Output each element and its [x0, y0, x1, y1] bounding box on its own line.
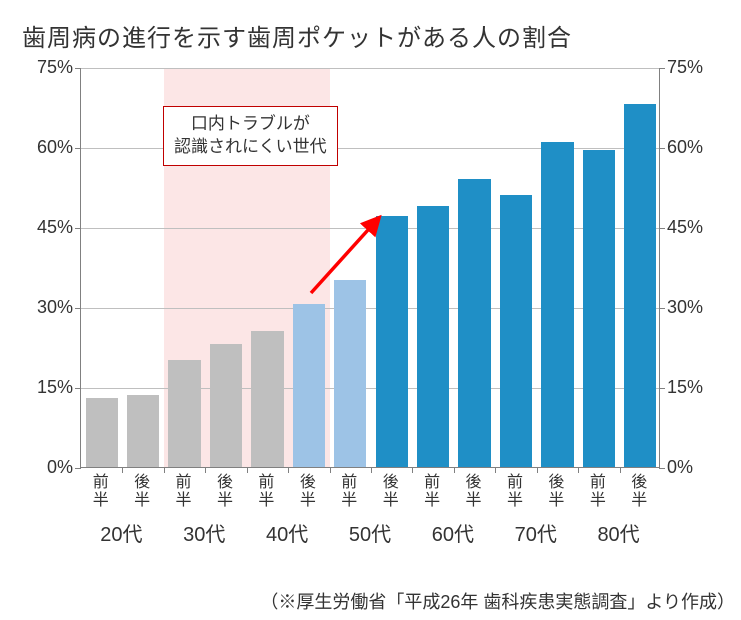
trend-arrow [81, 68, 661, 468]
ylabel-left: 0% [25, 457, 73, 478]
x-sublabel: 後半 [619, 474, 660, 511]
ylabel-right: 45% [667, 217, 715, 238]
chart-title: 歯周病の進行を示す歯周ポケットがある人の割合 [0, 0, 741, 53]
x-sublabel: 前半 [411, 474, 452, 511]
x-sublabel: 前半 [246, 474, 287, 511]
x-sublabel: 前半 [329, 474, 370, 511]
x-group-label: 60代 [411, 518, 494, 547]
ylabel-left: 45% [25, 217, 73, 238]
ylabel-left: 15% [25, 377, 73, 398]
x-sublabel: 前半 [494, 474, 535, 511]
x-group-label: 50代 [329, 518, 412, 547]
ytick-left [75, 468, 81, 469]
x-group-label: 80代 [577, 518, 660, 547]
ytick-right [659, 468, 665, 469]
x-group-label: 40代 [246, 518, 329, 547]
x-sublabel: 前半 [163, 474, 204, 511]
x-sublabel: 後半 [204, 474, 245, 511]
x-sublabel: 前半 [577, 474, 618, 511]
ylabel-right: 15% [667, 377, 715, 398]
ylabel-right: 0% [667, 457, 715, 478]
x-sublabel: 前半 [80, 474, 121, 511]
footnote: （※厚生労働省「平成26年 歯科疾患実態調査」より作成） [260, 588, 735, 614]
x-sublabel: 後半 [536, 474, 577, 511]
ylabel-right: 60% [667, 137, 715, 158]
ylabel-right: 75% [667, 57, 715, 78]
ylabel-left: 75% [25, 57, 73, 78]
x-group-label: 30代 [163, 518, 246, 547]
ylabel-left: 30% [25, 297, 73, 318]
x-group-label: 20代 [80, 518, 163, 547]
x-sublabel: 後半 [453, 474, 494, 511]
x-sublabel: 後半 [287, 474, 328, 511]
x-sublabel: 後半 [370, 474, 411, 511]
x-group-label: 70代 [494, 518, 577, 547]
chart-container: 0%0%15%15%30%30%45%45%60%60%75%75%口内トラブル… [28, 60, 712, 550]
plot-area: 0%0%15%15%30%30%45%45%60%60%75%75%口内トラブル… [80, 68, 660, 468]
ylabel-left: 60% [25, 137, 73, 158]
ylabel-right: 30% [667, 297, 715, 318]
x-sublabel: 後半 [121, 474, 162, 511]
